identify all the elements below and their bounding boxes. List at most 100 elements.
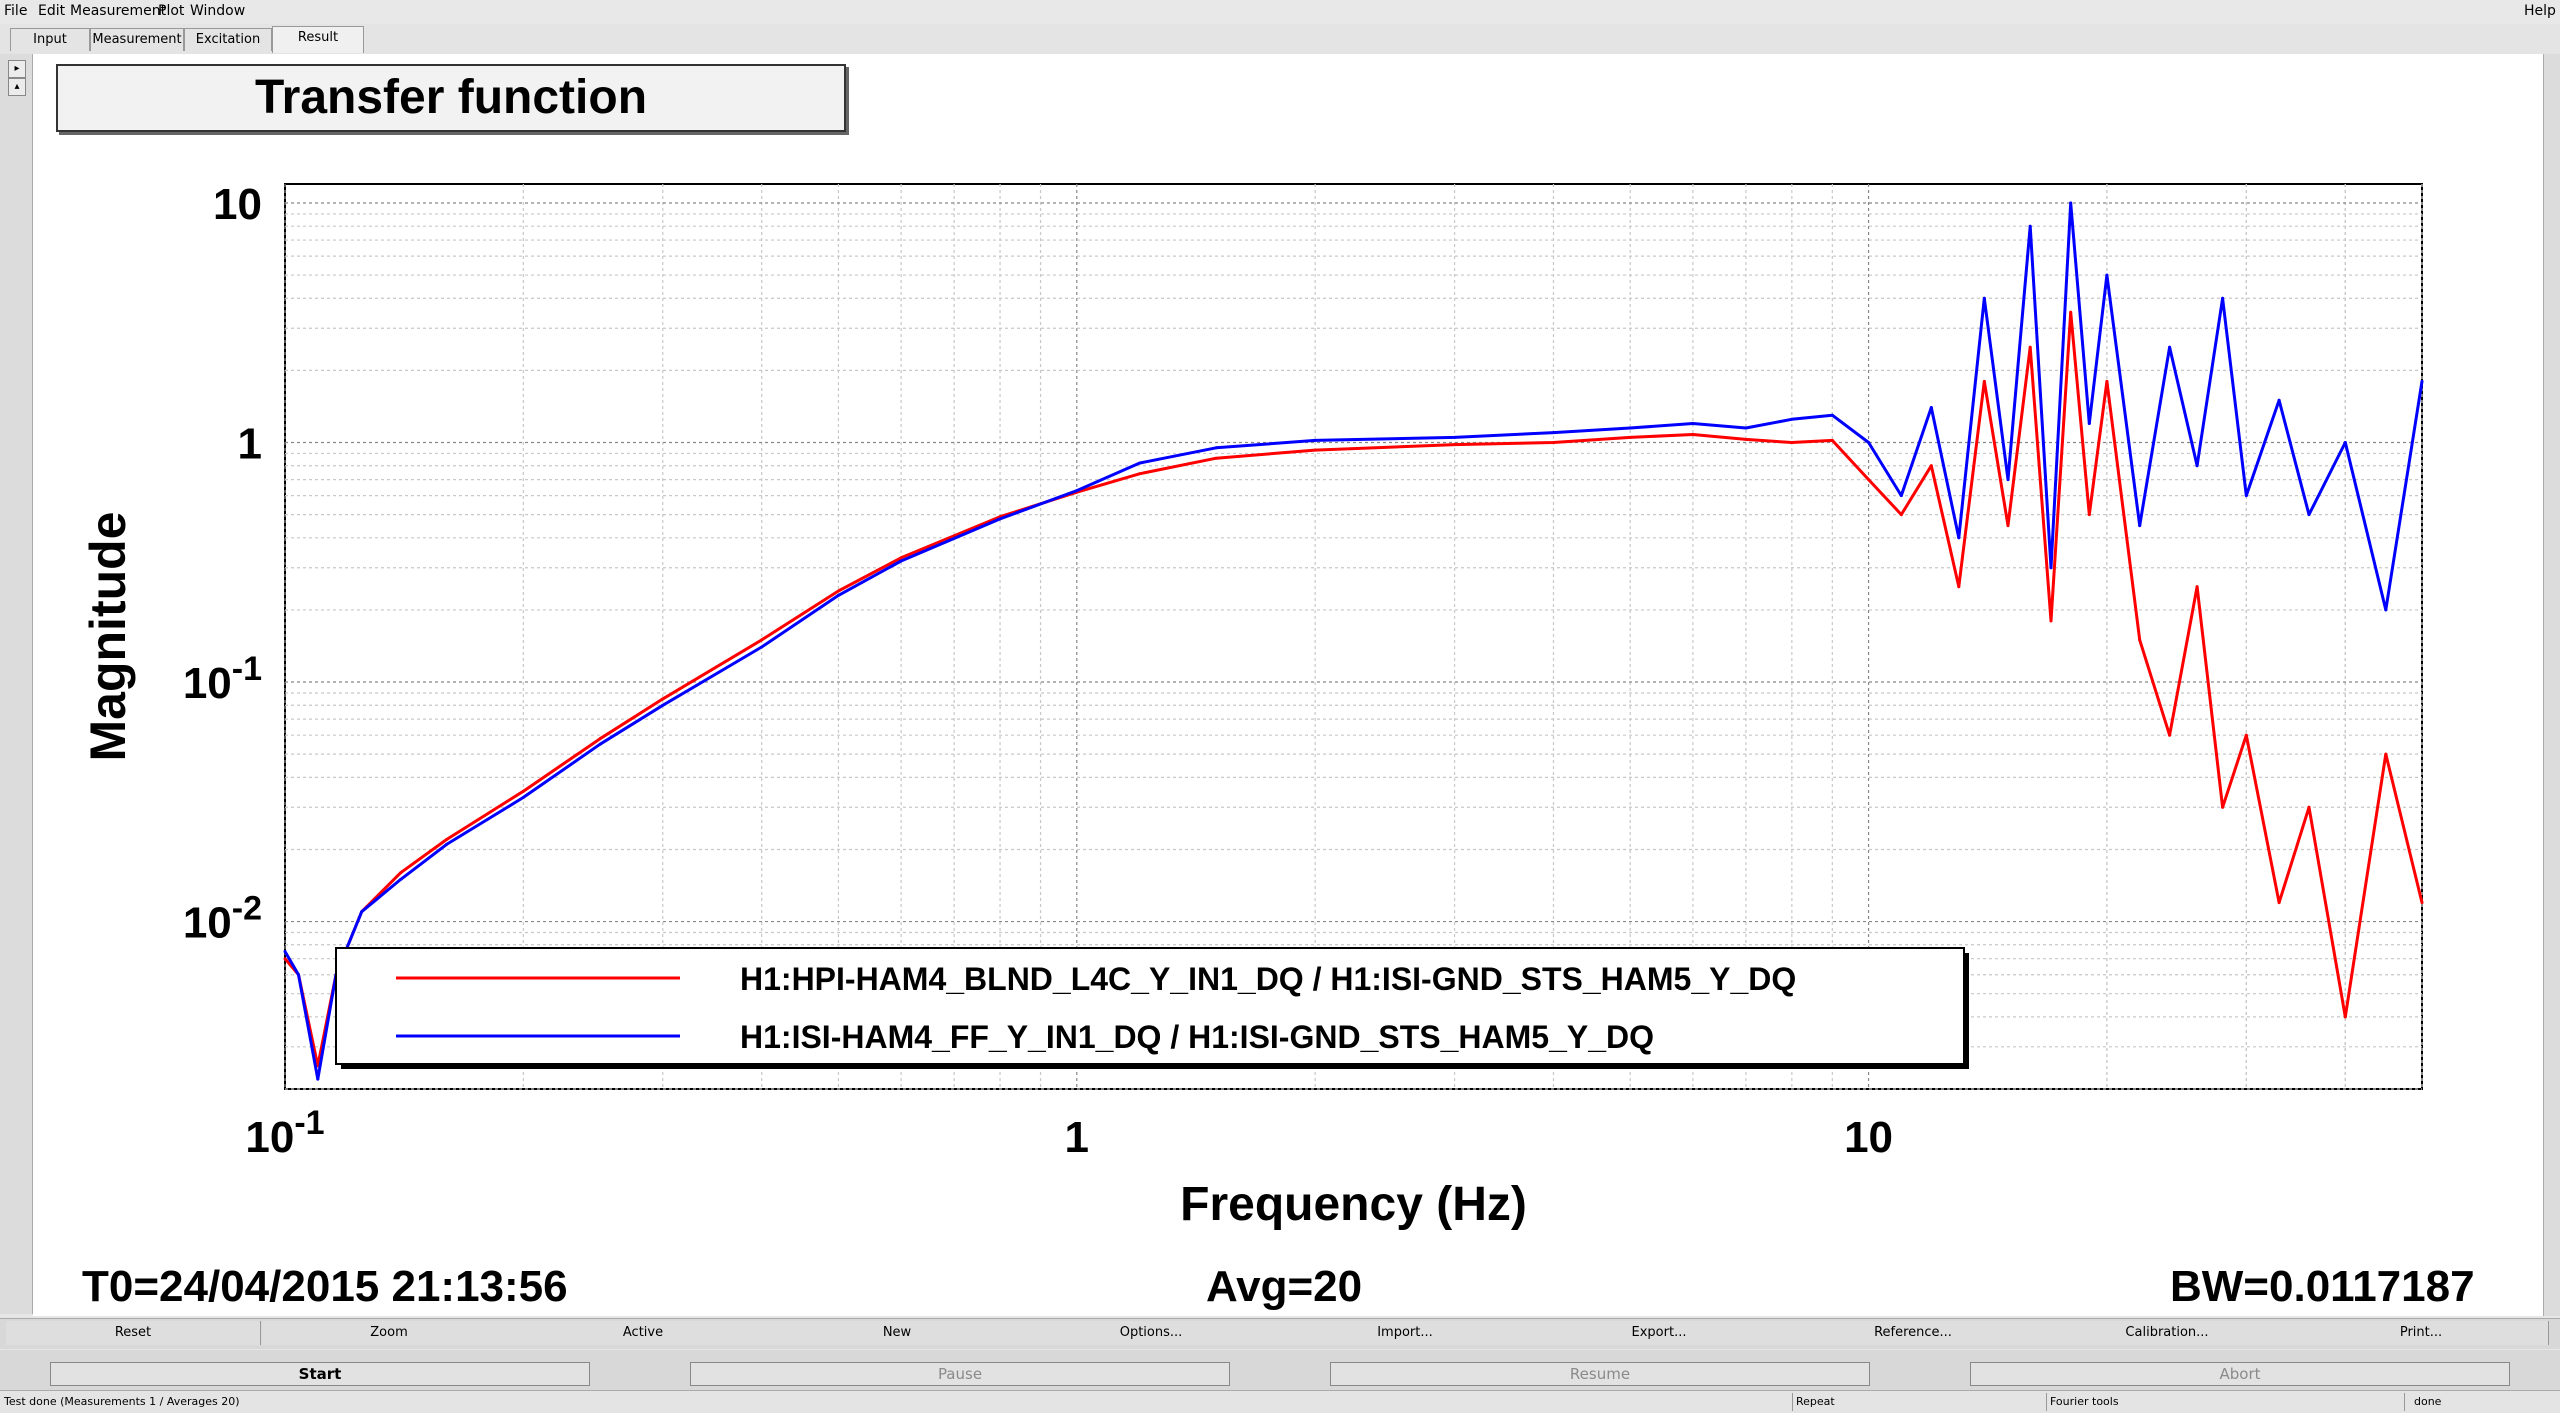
- calibration-button[interactable]: Calibration...: [2040, 1321, 2295, 1345]
- data-point: [1629, 427, 1632, 430]
- x-tick-label: 1: [1065, 1113, 1089, 1162]
- status-message: Test done (Measurements 1 / Averages 20): [4, 1395, 240, 1408]
- data-point: [2278, 399, 2281, 402]
- data-point: [1744, 427, 1747, 430]
- data-point: [2344, 1015, 2347, 1018]
- legend-entry-2: H1:ISI-HAM4_FF_Y_IN1_DQ / H1:ISI-GND_STS…: [740, 1019, 1654, 1055]
- export-button[interactable]: Export...: [1532, 1321, 1787, 1345]
- status-state: done: [2414, 1395, 2441, 1408]
- data-point: [2196, 585, 2199, 588]
- data-point: [599, 743, 602, 746]
- data-point: [760, 638, 763, 641]
- data-point: [2168, 734, 2171, 737]
- data-point: [1552, 431, 1555, 434]
- data-point: [900, 556, 903, 559]
- data-point: [837, 590, 840, 593]
- avg-readout: Avg=20: [1206, 1262, 1362, 1312]
- data-point: [1453, 443, 1456, 446]
- data-point: [2088, 513, 2091, 516]
- data-point: [1867, 441, 1870, 444]
- data-point: [1215, 457, 1218, 460]
- data-point: [1983, 380, 1986, 383]
- data-point: [2069, 202, 2072, 205]
- t0-readout: T0=24/04/2015 21:13:56: [82, 1262, 568, 1312]
- status-divider: [2404, 1393, 2405, 1411]
- plot-title: Transfer function: [56, 64, 846, 132]
- data-point: [2050, 566, 2053, 569]
- data-point: [1957, 585, 1960, 588]
- status-tools: Fourier tools: [2050, 1395, 2119, 1408]
- y-axis-label: Magnitude: [80, 512, 136, 762]
- data-point: [522, 790, 525, 793]
- data-point: [2050, 619, 2053, 622]
- plot-button-row: Reset Zoom Active New Options... Import.…: [0, 1318, 2560, 1349]
- data-point: [2421, 380, 2424, 383]
- data-point: [1900, 513, 1903, 516]
- data-point: [1138, 472, 1141, 475]
- data-point: [661, 704, 664, 707]
- data-point: [399, 871, 402, 874]
- data-point: [1314, 449, 1317, 452]
- plot-graphics: 10 1 10-1 10-2 10-1 1 10 Frequency (Hz) Magnitud…: [0, 0, 2560, 1318]
- data-point: [2384, 753, 2387, 756]
- data-point: [2138, 638, 2141, 641]
- data-point: [1744, 438, 1747, 441]
- data-point: [1629, 436, 1632, 439]
- data-point: [284, 950, 287, 953]
- zoom-button[interactable]: Zoom: [262, 1321, 517, 1345]
- data-point: [1691, 422, 1694, 425]
- abort-button[interactable]: Abort: [1970, 1362, 2510, 1386]
- data-point: [2384, 608, 2387, 611]
- data-point: [1983, 297, 1986, 300]
- data-point: [2007, 478, 2010, 481]
- data-point: [2221, 297, 2224, 300]
- y-tick-label: 10-1: [183, 650, 262, 708]
- active-button[interactable]: Active: [516, 1321, 771, 1345]
- data-point: [2421, 901, 2424, 904]
- data-point: [1790, 441, 1793, 444]
- print-button[interactable]: Print...: [2294, 1321, 2549, 1345]
- x-tick-label: 10: [1844, 1113, 1893, 1162]
- resume-button[interactable]: Resume: [1330, 1362, 1870, 1386]
- data-point: [522, 796, 525, 799]
- data-point: [2029, 346, 2032, 349]
- data-point: [1453, 436, 1456, 439]
- data-point: [1314, 439, 1317, 442]
- data-point: [2308, 806, 2311, 809]
- pause-button[interactable]: Pause: [690, 1362, 1230, 1386]
- start-button[interactable]: Start: [50, 1362, 590, 1386]
- data-point: [661, 697, 664, 700]
- status-divider: [2046, 1393, 2047, 1411]
- data-point: [599, 737, 602, 740]
- data-point: [2196, 464, 2199, 467]
- status-repeat: Repeat: [1796, 1395, 1835, 1408]
- data-point: [360, 910, 363, 913]
- data-point: [2278, 901, 2281, 904]
- bw-readout: BW=0.0117187: [2170, 1262, 2475, 1312]
- data-point: [316, 1078, 319, 1081]
- reset-button[interactable]: Reset: [6, 1321, 261, 1345]
- data-point: [1552, 441, 1555, 444]
- data-point: [1691, 433, 1694, 436]
- data-point: [1790, 418, 1793, 421]
- data-point: [2245, 734, 2248, 737]
- reference-button[interactable]: Reference...: [1786, 1321, 2041, 1345]
- data-point: [2105, 380, 2108, 383]
- data-point: [2138, 524, 2141, 527]
- y-tick-label: 10-2: [183, 890, 262, 948]
- import-button[interactable]: Import...: [1278, 1321, 1533, 1345]
- status-divider: [1792, 1393, 1793, 1411]
- data-point: [445, 838, 448, 841]
- options-button[interactable]: Options...: [1024, 1321, 1279, 1345]
- data-point: [2344, 441, 2347, 444]
- data-point: [2069, 311, 2072, 314]
- data-point: [1831, 439, 1834, 442]
- data-point: [2245, 494, 2248, 497]
- data-point: [1831, 414, 1834, 417]
- data-point: [1930, 464, 1933, 467]
- data-point: [900, 560, 903, 563]
- data-point: [399, 878, 402, 881]
- data-point: [760, 646, 763, 649]
- new-button[interactable]: New: [770, 1321, 1025, 1345]
- data-point: [445, 843, 448, 846]
